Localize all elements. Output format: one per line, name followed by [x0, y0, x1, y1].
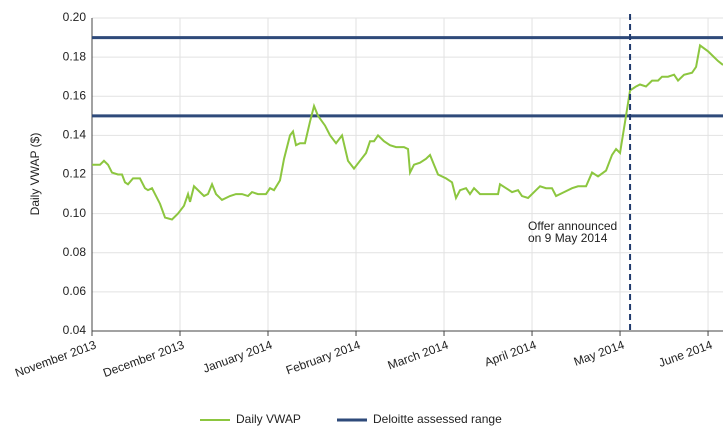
- x-tick-label: December 2013: [101, 338, 186, 380]
- y-tick-label: 0.08: [63, 245, 87, 259]
- x-tick-label: May 2014: [572, 338, 627, 369]
- x-tick-label: January 2014: [201, 338, 274, 376]
- line: [92, 43, 723, 221]
- x-tick-label: March 2014: [386, 338, 451, 373]
- x-tick-label: February 2014: [284, 338, 362, 378]
- legend-label: Daily VWAP: [236, 412, 301, 426]
- x-tick-label: November 2013: [13, 338, 98, 380]
- y-tick-label: 0.18: [63, 49, 87, 63]
- x-tick-label: April 2014: [483, 338, 539, 370]
- y-tick-label: 0.06: [63, 284, 87, 298]
- y-tick-label: 0.12: [63, 167, 87, 181]
- annotation-text: Offer announced: [528, 219, 617, 233]
- y-tick-label: 0.20: [63, 10, 87, 24]
- x-tick-label: June 2014: [657, 338, 715, 370]
- y-tick-label: 0.14: [63, 128, 87, 142]
- legend-label: Deloitte assessed range: [373, 412, 502, 426]
- annotation-text: on 9 May 2014: [528, 231, 608, 245]
- y-tick-label: 0.16: [63, 88, 87, 102]
- y-tick-label: 0.04: [63, 323, 87, 337]
- y-tick-label: 0.10: [63, 206, 87, 220]
- y-axis-label: Daily VWAP ($): [28, 133, 42, 216]
